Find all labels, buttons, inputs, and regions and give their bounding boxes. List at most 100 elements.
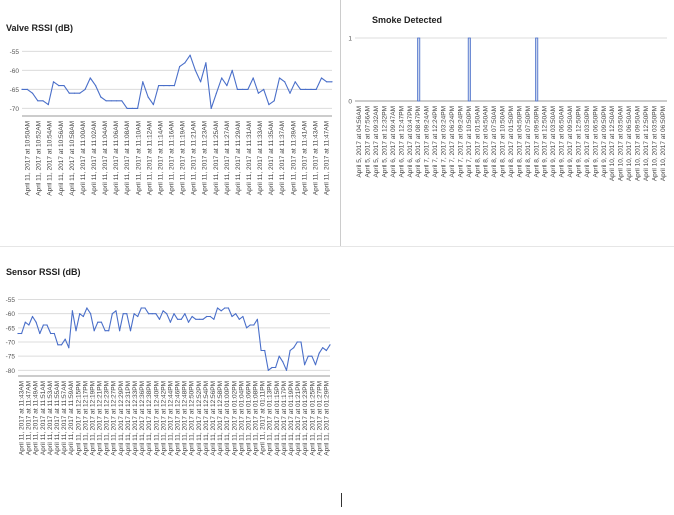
x-tick-label: April 11, 2017 at 12:33PM [132,381,139,456]
x-tick-label: April 11, 2017 at 12:36PM [139,381,146,456]
sensor-rssi-svg: Sensor RSSI (dB)-55-60-65-70-75-80April … [6,267,331,456]
x-tick-label: April 9, 2017 at 06:50AM [559,106,566,178]
x-tick-label: April 11, 2017 at 12:21PM [97,381,104,456]
x-tick-label: April 7, 2017 at 09:24AM [424,106,431,178]
y-tick-label: -55 [10,49,20,56]
x-tick-label: April 11, 2017 at 11:49AM [33,381,40,455]
x-tick-label: April 11, 2017 at 11:53AM [47,381,54,455]
x-tick-label: April 11, 2017 at 01:04PM [238,381,245,456]
panel-divider-vertical [340,0,341,246]
data-point [227,307,229,309]
x-tick-label: April 11, 2017 at 11:14AM [157,121,164,195]
x-tick-label: April 11, 2017 at 11:31AM [246,121,253,195]
data-point [187,321,190,323]
data-point [325,349,327,352]
x-tick-label: April 11, 2017 at 12:50PM [189,381,196,456]
data-point [300,341,302,343]
data-point [200,81,202,83]
data-point [64,338,66,340]
data-point [110,100,112,102]
data-point [60,344,63,346]
x-tick-label: April 11, 2017 at 01:00PM [224,381,231,456]
sensor-rssi-chart: Sensor RSSI (dB) -55 -60 -65 -70 -75 -80 April … [0,247,340,510]
x-tick-label: April 11, 2017 at 11:55AM [54,381,61,455]
data-point [158,318,161,320]
data-point [184,313,186,315]
x-tick-label: April 11, 2017 at 11:33AM [257,121,264,195]
x-tick-label: April 9, 2017 at 09:50PM [601,106,608,178]
data-point [231,315,233,318]
x-tick-label: April 5, 2017 at 04:56AM [356,106,363,178]
data-point [213,318,215,320]
smoke-detected-svg: Smoke Detected 0 1 April 5, 2017 at 04:56AM… [348,15,667,181]
data-point [206,315,208,318]
data-point [24,321,26,323]
x-tick-label: April 11, 2017 at 10:58AM [69,121,76,196]
x-tick-label: April 10, 2017 at 12:50AM [609,106,616,181]
data-point [305,88,307,90]
y-tick-label: -65 [6,325,16,332]
data-point [216,307,219,309]
data-point [177,318,179,320]
data-point [52,81,55,83]
x-tick-label: April 9, 2017 at 03:50PM [584,106,591,178]
data-point [173,313,175,315]
x-tick-label: April 11, 2017 at 11:06AM [113,121,120,195]
x-tick-label: April 11, 2017 at 12:27PM [111,381,118,456]
data-point [329,344,331,346]
x-tick-label: April 11, 2017 at 10:52AM [36,121,43,196]
x-tick-label: April 6, 2017 at 08:47PM [415,106,422,178]
data-point [21,332,23,335]
x-tick-label: April 7, 2017 at 12:24PM [432,106,439,178]
x-tick-label: April 11, 2017 at 01:11PM [260,381,267,455]
x-tick-label: April 11, 2017 at 11:29AM [235,121,242,195]
x-tick-label: April 11, 2017 at 11:12AM [146,121,153,195]
data-point [100,321,102,323]
x-tick-label: April 7, 2017 at 03:24PM [441,106,448,178]
data-point [215,92,217,94]
data-point [58,85,60,87]
data-point [191,315,193,318]
x-tick-label: April 8, 2017 at 01:50PM [508,106,515,178]
x-tick-label: April 11, 2017 at 01:21PM [295,381,302,456]
x-tick-label: April 11, 2017 at 12:19PM [89,381,96,456]
x-tick-label: April 11, 2017 at 10:54AM [47,121,54,196]
data-point [140,307,142,309]
data-point [31,315,34,318]
data-point [173,85,175,87]
x-tick-label: April 8, 2017 at 07:50AM [491,106,498,178]
x-tick-label: April 11, 2017 at 11:51AM [40,381,47,455]
y-tick-label: -70 [10,106,20,113]
data-point [47,104,49,106]
data-point [21,88,23,90]
panel-divider-horizontal [0,246,674,247]
data-point [264,349,266,352]
x-tick-label: April 8, 2017 at 10:50AM [500,106,507,178]
x-tick-label: April 8, 2017 at 04:50AM [483,106,490,178]
x-tick-label: April 11, 2017 at 01:17PM [281,381,288,456]
x-tick-label: April 11, 2017 at 11:10AM [135,121,142,195]
data-point [180,318,182,320]
x-tick-label: April 9, 2017 at 12:50PM [575,106,582,178]
x-tick-label: April 7, 2017 at 09:24PM [457,106,464,178]
data-point [108,330,110,332]
data-point [331,81,333,83]
x-tick-label: April 11, 2017 at 11:35AM [268,121,275,195]
x-tick-label: April 11, 2017 at 11:39AM [290,121,297,195]
x-tick-label: April 11, 2017 at 11:04AM [102,121,109,195]
x-tick-label: April 11, 2017 at 12:31PM [125,381,132,456]
bar [535,37,539,102]
data-point [53,332,55,335]
chart-title: Sensor RSSI (dB) [6,267,81,277]
x-tick-label: April 11, 2017 at 12:42PM [160,381,167,456]
x-tick-label: April 11, 2017 at 12:58PM [217,381,224,456]
data-point [268,104,270,106]
x-tick-label: April 8, 2017 at 09:50PM [533,106,540,178]
y-tick-label: -55 [6,297,16,304]
x-tick-label: April 11, 2017 at 11:47AM [323,121,330,195]
x-tick-label: April 11, 2017 at 01:06PM [245,381,252,456]
data-point [273,100,275,102]
data-point [198,318,200,320]
data-point [231,69,233,71]
data-point [126,107,128,109]
